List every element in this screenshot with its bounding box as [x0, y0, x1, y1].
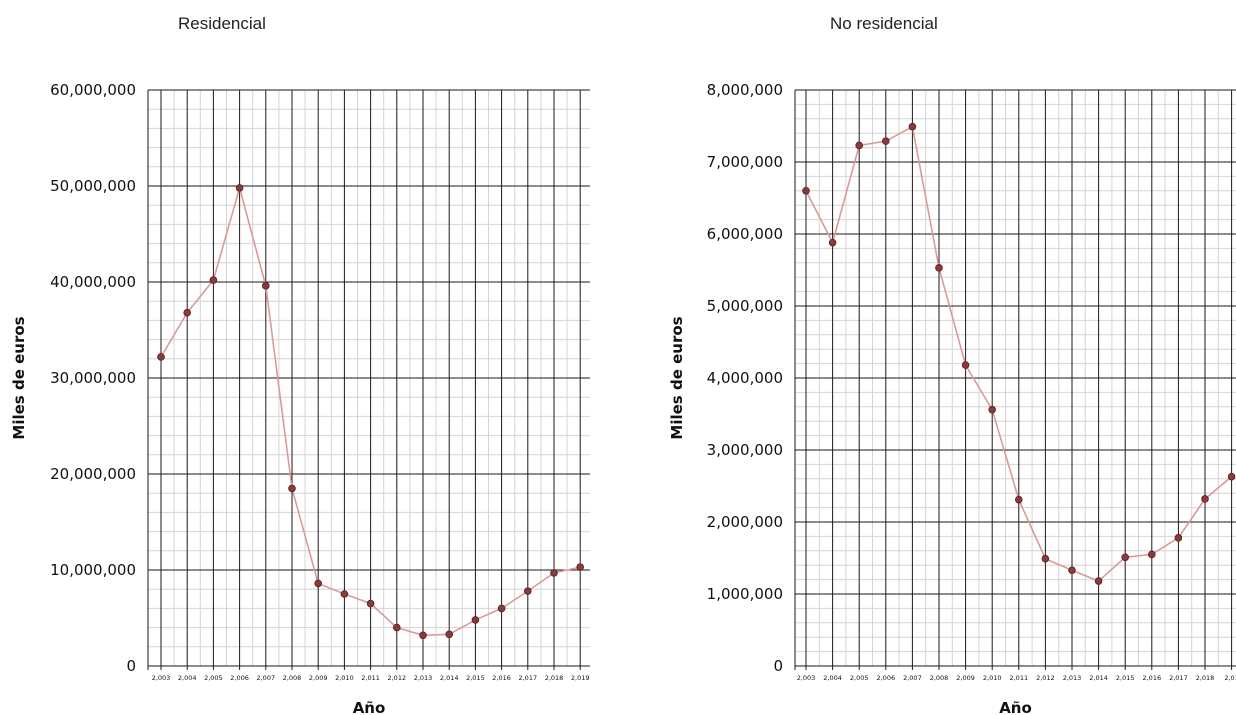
data-point [392, 623, 401, 632]
data-point [471, 616, 480, 624]
data-point [802, 187, 810, 195]
y-tick-label: 6,000,000 [707, 225, 783, 243]
data-point [340, 590, 349, 598]
x-tick-label: 2,004 [823, 674, 842, 682]
y-axis-label: Miles de euros [668, 316, 686, 439]
y-tick-label: 30,000,000 [50, 369, 136, 387]
data-point [1014, 495, 1023, 504]
data-point [935, 264, 943, 272]
x-tick-label: 2,014 [440, 674, 459, 682]
y-tick-label: 50,000,000 [50, 177, 136, 195]
chart-title-residencial: Residencial [178, 14, 266, 33]
data-point [183, 308, 192, 317]
x-tick-label: 2,005 [850, 674, 869, 682]
data-point [1227, 472, 1236, 481]
y-tick-label: 60,000,000 [50, 81, 136, 99]
y-tick-label: 0 [126, 657, 136, 675]
x-tick-label: 2,003 [152, 674, 171, 682]
data-point [576, 563, 584, 571]
data-point [523, 587, 532, 595]
x-tick-label: 2,01 [1224, 674, 1236, 682]
x-tick-label: 2,012 [387, 674, 406, 682]
x-tick-label: 2,009 [956, 674, 975, 682]
x-tick-label: 2,011 [361, 674, 380, 682]
data-point [828, 238, 837, 247]
x-tick-label: 2,009 [309, 674, 328, 682]
data-point [1148, 550, 1156, 559]
data-point [1174, 534, 1183, 542]
data-point [855, 141, 863, 150]
data-point [988, 405, 996, 414]
x-tick-label: 2,006 [230, 674, 249, 682]
x-tick-label: 2,018 [1196, 674, 1215, 682]
x-tick-label: 2,016 [1142, 674, 1161, 682]
data-point [497, 604, 506, 613]
data-point [235, 184, 244, 192]
data-point [157, 353, 165, 361]
x-tick-label: 2,008 [283, 674, 302, 682]
x-tick-label: 2,013 [1063, 674, 1082, 682]
y-tick-label: 3,000,000 [707, 441, 783, 459]
y-tick-label: 0 [773, 657, 783, 675]
data-point [419, 631, 427, 640]
chart-title-no-residencial: No residencial [830, 14, 938, 33]
data-point [1094, 577, 1103, 585]
data-point [961, 361, 970, 369]
x-tick-label: 2,013 [414, 674, 433, 682]
x-tick-label: 2,018 [545, 674, 564, 682]
x-tick-label: 2,005 [204, 674, 223, 682]
x-axis-label: Año [999, 699, 1032, 715]
data-point [445, 630, 454, 639]
x-axis-label: Año [353, 699, 386, 715]
data-point [1041, 554, 1050, 563]
y-tick-label: 40,000,000 [50, 273, 136, 291]
data-point [261, 282, 270, 290]
x-tick-label: 2,007 [256, 674, 275, 682]
x-tick-label: 2,012 [1036, 674, 1055, 682]
x-tick-label: 2,003 [797, 674, 816, 682]
x-tick-label: 2,007 [903, 674, 922, 682]
data-point [1068, 566, 1076, 575]
y-tick-label: 1,000,000 [707, 585, 783, 603]
data-point [908, 122, 917, 131]
x-tick-label: 2,011 [1009, 674, 1028, 682]
data-point [881, 137, 890, 145]
data-point [288, 484, 296, 493]
data-point [1121, 553, 1129, 562]
x-tick-label: 2,015 [466, 674, 485, 682]
y-tick-label: 8,000,000 [707, 81, 783, 99]
x-tick-label: 2,017 [518, 674, 537, 682]
x-tick-label: 2,010 [335, 674, 354, 682]
y-tick-label: 2,000,000 [707, 513, 783, 531]
x-tick-label: 2,016 [492, 674, 511, 682]
data-point [550, 569, 558, 577]
x-tick-label: 2,014 [1089, 674, 1108, 682]
y-tick-label: 5,000,000 [707, 297, 783, 315]
y-tick-label: 4,000,000 [707, 369, 783, 387]
x-tick-label: 2,010 [983, 674, 1002, 682]
x-tick-label: 2,008 [930, 674, 949, 682]
chart-residencial: 0 10,000,000 20,000,000 30,000,000 40,000,00… [10, 81, 590, 715]
x-tick-label: 2,017 [1169, 674, 1188, 682]
x-tick-label: 2,015 [1116, 674, 1135, 682]
x-tick-label: 2,004 [178, 674, 197, 682]
y-axis-label: Miles de euros [10, 316, 28, 439]
data-point [366, 599, 375, 608]
y-tick-label: 7,000,000 [707, 153, 783, 171]
x-tick-label: 2,006 [876, 674, 895, 682]
y-tick-label: 20,000,000 [50, 465, 136, 483]
x-tick-label: 2,019 [571, 674, 590, 682]
data-point [314, 579, 323, 588]
data-point [209, 276, 218, 284]
data-point [1201, 495, 1209, 503]
y-tick-label: 10,000,000 [50, 561, 136, 579]
